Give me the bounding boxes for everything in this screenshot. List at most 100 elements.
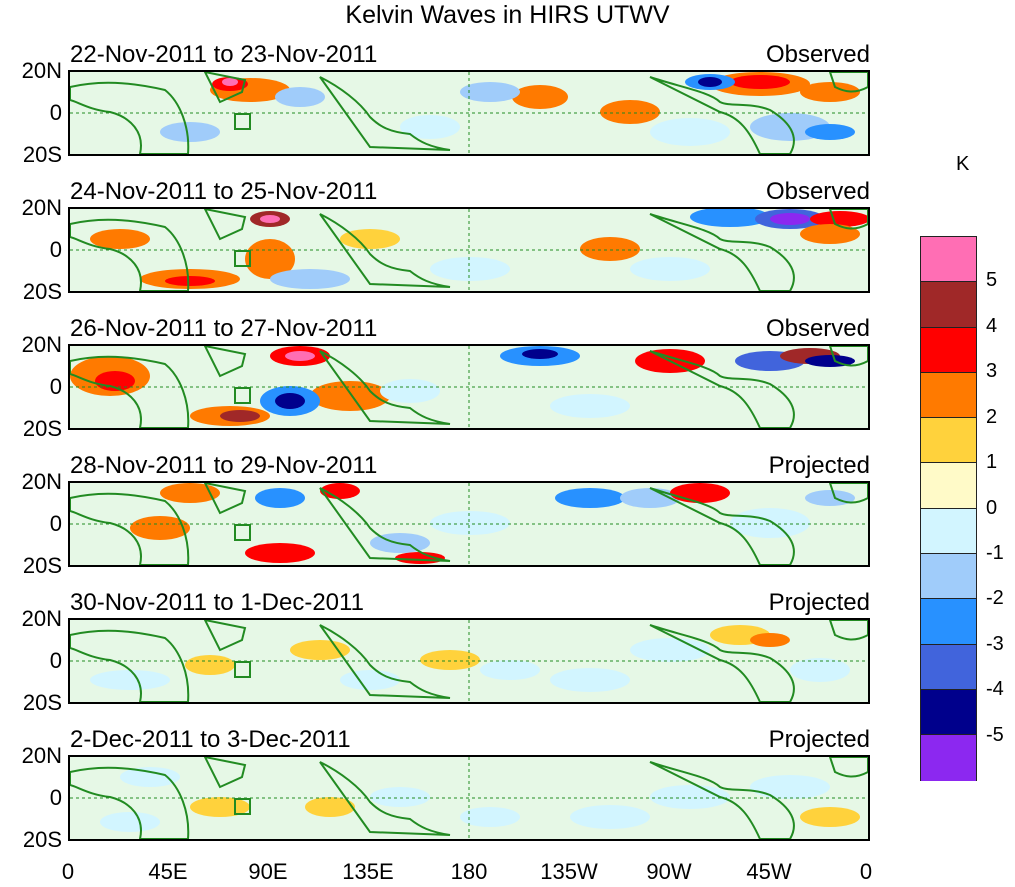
anomaly-contour <box>120 767 180 787</box>
y-axis-label: 20N <box>21 195 62 220</box>
coastline <box>649 487 795 565</box>
coastline <box>649 213 795 291</box>
coastline <box>828 620 868 641</box>
colorbar-tick-label: 5 <box>986 269 998 292</box>
y-axis-label: 20N <box>21 606 62 631</box>
panel-mode: Projected <box>768 452 870 479</box>
anomaly-contour <box>460 82 520 102</box>
anomaly-contour <box>130 516 190 540</box>
panel-date-range: 26-Nov-2011 to 27-Nov-2011 <box>70 315 378 342</box>
panel-date-range: 24-Nov-2011 to 25-Nov-2011 <box>70 178 378 205</box>
coastline <box>649 76 795 154</box>
anomaly-contour <box>800 807 860 827</box>
anomaly-contour <box>770 213 810 225</box>
coastline <box>649 761 795 839</box>
anomaly-contour <box>650 118 730 146</box>
y-axis-label: 20S <box>22 827 62 852</box>
colorbar-box <box>921 418 976 464</box>
anomaly-contour <box>275 87 325 107</box>
coastline <box>828 483 868 504</box>
panel-date-range: 2-Dec-2011 to 3-Dec-2011 <box>70 726 351 753</box>
panel-date-range: 28-Nov-2011 to 29-Nov-2011 <box>70 452 378 479</box>
y-axis-label: 20S <box>22 416 62 441</box>
x-label-90w: 90W <box>646 859 692 884</box>
coastline <box>203 209 247 241</box>
map-field <box>70 483 868 565</box>
panel-header: 28-Nov-2011 to 29-Nov-2011 Projected <box>68 452 870 480</box>
y-axis-label: 0 <box>49 785 62 810</box>
coastline <box>70 766 190 839</box>
map-panel <box>68 618 870 704</box>
anomaly-contour <box>750 775 830 799</box>
y-axis-label: 20N <box>21 743 62 768</box>
anomaly-contour <box>690 209 770 227</box>
anomaly-contour <box>420 650 480 670</box>
panel-header: 22-Nov-2011 to 23-Nov-2011 Observed <box>68 41 870 69</box>
anomaly-contour <box>790 658 850 682</box>
coastline <box>70 629 190 702</box>
anomaly-contour <box>380 379 440 403</box>
anomaly-contour <box>750 633 790 647</box>
anomaly-contour <box>370 787 430 807</box>
anomaly-contour <box>285 351 315 361</box>
coastline <box>203 346 247 378</box>
panel-mode: Projected <box>768 589 870 616</box>
anomaly-contour <box>275 393 305 409</box>
map-field <box>70 209 868 291</box>
anomaly-contour <box>90 229 150 249</box>
x-label-0-east: 0 <box>859 859 873 884</box>
map-field <box>70 757 868 839</box>
y-axis-label: 0 <box>49 237 62 262</box>
x-label-90e: 90E <box>248 859 288 884</box>
figure-title: Kelvin Waves in HIRS UTWV <box>345 1 670 29</box>
coastline <box>319 76 451 151</box>
anomaly-contour <box>340 670 400 690</box>
colorbar-box <box>921 327 976 373</box>
x-label-180: 180 <box>450 859 488 884</box>
panel-mode: Projected <box>768 726 870 753</box>
anomaly-contour <box>245 239 295 279</box>
anomaly-contour <box>630 257 710 281</box>
coastline <box>203 620 247 652</box>
anomaly-contour <box>698 77 722 87</box>
y-axis-label: 20S <box>22 553 62 578</box>
panel-header: 24-Nov-2011 to 25-Nov-2011 Observed <box>68 178 870 206</box>
x-label-45w: 45W <box>746 859 792 884</box>
anomaly-contour <box>555 488 625 508</box>
coastline <box>70 218 190 291</box>
y-axis-label: 0 <box>49 511 62 536</box>
colorbar-unit: K <box>956 153 970 175</box>
panel-date-range: 22-Nov-2011 to 23-Nov-2011 <box>70 41 378 68</box>
anomaly-contour <box>430 511 510 535</box>
anomaly-contour <box>290 640 350 660</box>
coastline <box>319 350 451 425</box>
y-axis-label: 20N <box>21 332 62 357</box>
y-axis-label: 0 <box>49 648 62 673</box>
anomaly-contour <box>400 115 460 139</box>
x-label-45e: 45E <box>148 859 188 884</box>
anomaly-contour <box>160 122 220 142</box>
coastline <box>649 350 795 428</box>
anomaly-contour <box>570 805 650 829</box>
map-panel <box>68 755 870 841</box>
panel-mode: Observed <box>765 315 870 342</box>
coastline <box>828 209 868 230</box>
colorbar-tick-label: -3 <box>986 632 1004 655</box>
colorbar-box <box>921 372 976 419</box>
anomaly-contour <box>580 237 640 261</box>
coastline <box>319 761 451 836</box>
map-field <box>70 620 868 702</box>
anomaly-contour <box>100 812 160 832</box>
anomaly-contour <box>165 276 215 286</box>
colorbar-box <box>921 689 976 736</box>
anomaly-contour <box>310 381 390 411</box>
coastline <box>234 250 251 267</box>
coastline <box>234 524 251 541</box>
panel-date-range: 30-Nov-2011 to 1-Dec-2011 <box>70 589 364 616</box>
map-field <box>70 72 868 154</box>
y-axis-label: 20N <box>21 469 62 494</box>
colorbar-tick-label: -2 <box>986 587 1004 610</box>
map-panel <box>68 70 870 156</box>
colorbar-tick-label: -5 <box>986 723 1004 746</box>
anomaly-contour <box>255 488 305 508</box>
